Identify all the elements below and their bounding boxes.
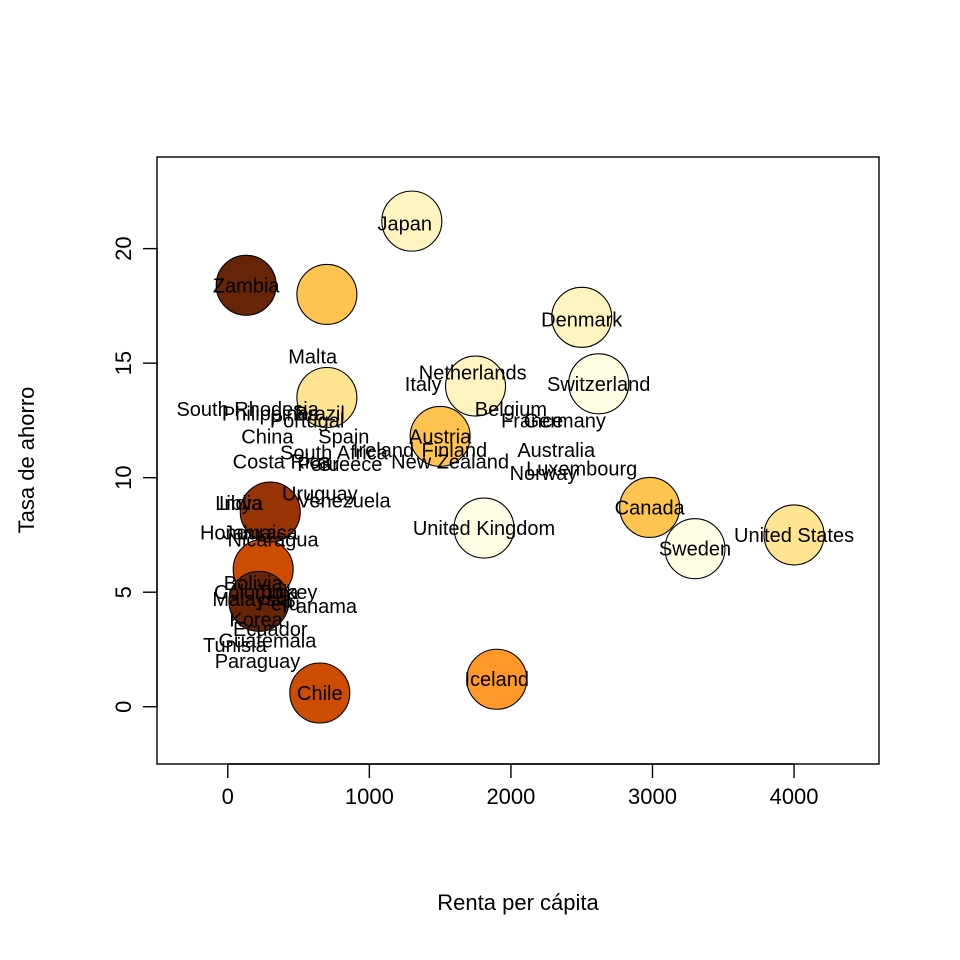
- x-tick-label: 1000: [345, 784, 394, 809]
- country-label: Germany: [524, 410, 606, 432]
- bubble: [763, 504, 825, 566]
- bubble: [444, 355, 507, 417]
- country-label: Japan: [377, 213, 432, 235]
- y-tick-label: 0: [111, 701, 136, 713]
- country-label: Philippines: [222, 404, 319, 426]
- country-label: Austria: [409, 426, 472, 448]
- bubble: [239, 481, 301, 543]
- country-label: Netherlands: [419, 362, 527, 384]
- country-label: Paraguay: [215, 651, 301, 673]
- bubble: [466, 648, 528, 710]
- country-label: Spain: [318, 426, 369, 448]
- country-label: Ireland: [353, 440, 414, 462]
- country-label: Greece: [317, 454, 383, 476]
- country-label: Guatemala: [219, 630, 318, 652]
- axes-layer: 0 1000 2000 3000 4000 0 5 10 15 20: [111, 236, 819, 809]
- bubble: [228, 570, 290, 632]
- country-label: Portugal: [270, 410, 345, 432]
- x-tick-label: 0: [222, 784, 234, 809]
- bubble: [664, 518, 726, 580]
- x-axis-title: Renta per cápita: [437, 890, 599, 915]
- country-label: China: [241, 426, 294, 448]
- bubble: [296, 263, 358, 325]
- y-tick-label: 10: [111, 465, 136, 489]
- country-label: Belgium: [475, 399, 547, 421]
- country-label: Libya: [215, 493, 264, 515]
- x-tick-label: 3000: [628, 784, 677, 809]
- country-label: Costa Rica: [233, 452, 332, 474]
- country-label: Tunisia: [203, 635, 268, 657]
- country-label: Turkey: [257, 582, 317, 604]
- y-tick-label: 5: [111, 586, 136, 598]
- country-label: Honduras: [200, 523, 287, 545]
- country-label: Bolivia: [224, 573, 284, 595]
- y-tick-label: 15: [111, 351, 136, 375]
- country-label: France: [501, 410, 563, 432]
- country-label: Brazil: [295, 404, 345, 426]
- country-label: South Rhodesia: [176, 399, 319, 421]
- country-label: Sweden: [659, 539, 731, 561]
- bubble: [568, 353, 630, 415]
- country-label: Malaysia: [212, 589, 292, 611]
- country-label: Australia: [517, 440, 596, 462]
- country-label: Iceland: [465, 669, 530, 691]
- country-label: Jamaica: [223, 523, 298, 545]
- bubble: [296, 366, 358, 429]
- country-label: Nicaragua: [228, 530, 320, 552]
- country-label: Finland: [421, 440, 487, 462]
- bubble: [453, 497, 515, 559]
- country-label: Canada: [615, 497, 686, 519]
- country-label: Panama: [283, 596, 358, 618]
- bubbles-layer: [215, 190, 825, 724]
- country-label: India: [219, 493, 263, 515]
- country-label: Denmark: [541, 310, 623, 332]
- country-label: Zambia: [213, 275, 281, 297]
- country-label: Malta: [288, 346, 338, 368]
- country-label: Peru: [258, 594, 300, 616]
- country-label: New Zealand: [391, 452, 509, 474]
- bubble: [215, 254, 277, 316]
- country-label: Italy: [405, 374, 442, 396]
- y-axis-title: Tasa de ahorro: [14, 387, 39, 534]
- country-label: Norway: [510, 463, 578, 485]
- bubble: [551, 286, 613, 348]
- country-label: Venezuela: [297, 491, 391, 513]
- x-tick-label: 2000: [486, 784, 535, 809]
- country-label: Switzerland: [547, 374, 650, 396]
- bubble: [289, 662, 351, 724]
- country-label: Ecuador: [233, 619, 308, 641]
- country-label: Chile: [297, 683, 343, 705]
- bubble: [381, 190, 443, 252]
- bubble: [619, 476, 681, 539]
- country-label: Luxembourg: [526, 459, 637, 481]
- country-label: United States: [734, 525, 854, 547]
- country-label: Korea: [229, 610, 283, 632]
- bubble: [409, 405, 471, 467]
- x-tick-label: 4000: [770, 784, 819, 809]
- y-tick-label: 20: [111, 236, 136, 260]
- country-label: Peru: [297, 454, 339, 476]
- country-label: Colombia: [214, 582, 299, 604]
- country-label: South Africa: [280, 442, 389, 464]
- country-label: United Kingdom: [413, 518, 555, 540]
- country-label: Uruguay: [282, 484, 358, 506]
